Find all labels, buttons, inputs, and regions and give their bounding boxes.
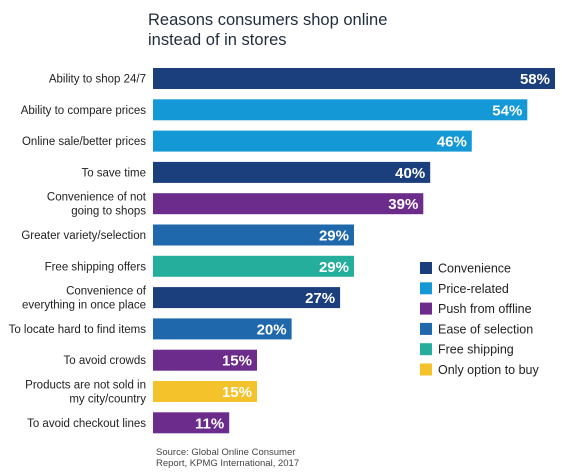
legend-label: Convenience [438,262,511,276]
category-label: Convenience of everything in once place [22,286,147,312]
category-label: Free shipping offers [45,261,147,273]
legend: Convenience Price-related Push from offlin… [420,262,540,377]
bar [153,381,257,402]
bar-value-label: 40% [395,165,425,182]
bar [153,287,341,309]
category-label: To avoid crowds [64,355,147,367]
category-label: Ability to compare prices [21,105,147,117]
bar [153,255,354,277]
source-note-line: Source: Global Online Consumer [156,447,295,458]
bar [153,130,472,152]
bar-value-label: 29% [319,228,349,245]
legend-label: Free shipping [438,343,514,357]
bar [153,161,431,183]
bar [153,349,257,371]
bar-value-label: 11% [195,415,224,432]
bar-value-label: 27% [305,290,335,307]
legend-label: Only option to buy [438,363,540,377]
bar [153,99,528,121]
legend-swatch [420,322,432,335]
legend-swatch [420,343,432,356]
category-label: Online sale/better prices [22,136,146,148]
category-label: To save time [81,167,146,179]
source-note-line: Report, KPMG International, 2017 [156,458,299,469]
chart-title-line: Reasons consumers shop online [148,11,387,29]
bar-value-label: 20% [257,321,287,338]
bar-value-label: 39% [388,196,418,213]
bar-value-label: 46% [437,134,467,151]
bar-value-label: 54% [492,102,522,119]
chart-title-line: instead of in stores [148,31,287,49]
legend-label: Ease of selection [438,322,533,336]
bars [153,68,555,434]
category-label: Greater variety/selection [21,230,146,242]
category-label: Ability to shop 24/7 [49,74,146,86]
legend-swatch [420,282,432,295]
bar [153,412,230,434]
legend-label: Push from offline [438,302,532,316]
bar-value-label: 15% [222,353,252,370]
bar [153,193,424,215]
chart-title: Reasons consumers shop online instead of … [148,11,387,49]
legend-label: Price-related [438,282,509,296]
legend-swatch [420,262,432,274]
category-labels: Ability to shop 24/7 Ability to compare p… [9,74,147,430]
legend-swatch [420,363,432,376]
bar [153,224,354,246]
bar-value-label: 29% [319,259,349,276]
bar-value-label: 58% [520,71,550,88]
category-label: Convenience of not going to shops [47,192,147,218]
bar-value-label: 15% [222,384,252,401]
category-label: Products are not sold in my city/country [25,380,146,406]
category-label: To locate hard to find items [9,324,147,336]
category-label: To avoid checkout lines [27,418,146,430]
value-labels: 58% 54% 46% 40% 39% 29% 29% 27% 20% 15% 15% 11% [195,71,550,432]
bar [153,318,292,340]
bar [153,68,555,89]
legend-swatch [420,302,432,315]
